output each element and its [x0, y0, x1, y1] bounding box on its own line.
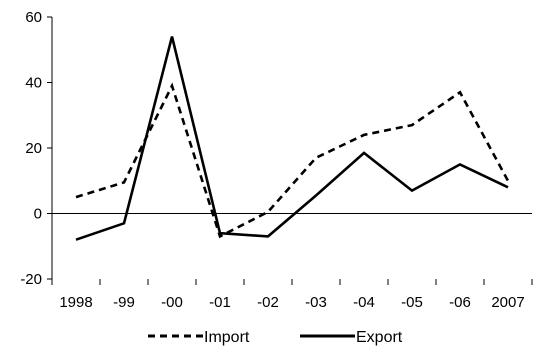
y-tick-labels: -20 0 20 40 60 [20, 9, 42, 288]
x-tick-labels: 1998 -99 -00 -01 -02 -03 -04 -05 -06 2007 [59, 294, 524, 311]
y-tick-label: 0 [34, 206, 42, 223]
x-tick-label: 1998 [59, 294, 92, 311]
legend-label-export: Export [356, 329, 403, 346]
y-tick-label: 60 [25, 9, 42, 26]
y-tick-label: -20 [20, 271, 42, 288]
x-tick-label: -06 [449, 294, 471, 311]
x-tick-label: -00 [161, 294, 183, 311]
y-tick-label: 20 [25, 140, 42, 157]
series-line-export [75, 36, 509, 241]
x-tick-label: -03 [305, 294, 327, 311]
x-tick-label: -99 [113, 294, 135, 311]
series-lines [75, 36, 510, 241]
legend-label-import: Import [204, 329, 250, 346]
x-tick-label: -04 [353, 294, 375, 311]
x-tick-label: -02 [257, 294, 279, 311]
y-tick-label: 40 [25, 75, 42, 92]
legend: Import Export [148, 329, 403, 346]
x-tick-label: -05 [401, 294, 423, 311]
x-tick-label: 2007 [491, 294, 524, 311]
axes [47, 16, 533, 285]
x-tick-label: -01 [209, 294, 231, 311]
